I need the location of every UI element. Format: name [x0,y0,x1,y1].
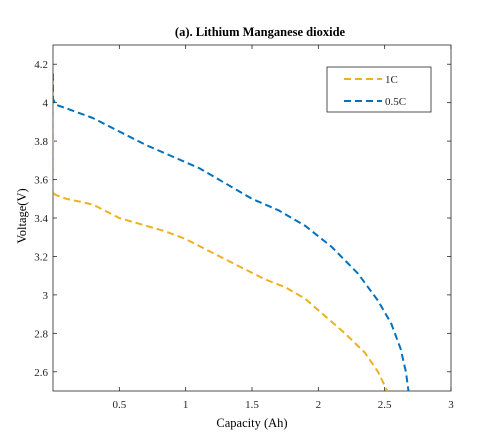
x-tick-label: 0.5 [112,399,126,411]
chart-title: (a). Lithium Manganese dioxide [175,25,346,39]
legend-label: 1C [385,74,398,86]
y-axis-ticks: 2.6 2.8 3 3.2 3.4 3.6 3.8 4 4.2 [34,59,451,379]
y-tick-label: 3.4 [34,213,48,225]
x-tick-label: 2 [316,399,322,411]
y-tick-label: 2.6 [34,367,48,379]
legend-label: 0.5C [385,96,406,108]
x-tick-label: 3 [448,399,454,411]
legend-box [326,66,432,113]
legend: 1C 0.5C [326,66,432,113]
x-tick-label: 2.5 [378,399,392,411]
x-axis-label: Capacity (Ah) [216,416,287,430]
y-tick-label: 3.6 [34,175,48,187]
series-line-1C [53,83,389,391]
series-lines [53,73,410,391]
x-axis-ticks: 0.5 1 1.5 2 2.5 3 [112,45,454,411]
y-tick-label: 3 [43,290,49,302]
y-tick-label: 3.8 [34,136,48,148]
x-tick-label: 1 [183,399,189,411]
y-tick-label: 4 [43,98,49,110]
x-tick-label: 1.5 [245,399,259,411]
y-tick-label: 4.2 [34,59,48,71]
y-tick-label: 2.8 [34,328,48,340]
y-tick-label: 3.2 [34,251,48,263]
y-axis-label: Voltage(V) [15,188,29,243]
series-line-0_5C [53,73,410,391]
